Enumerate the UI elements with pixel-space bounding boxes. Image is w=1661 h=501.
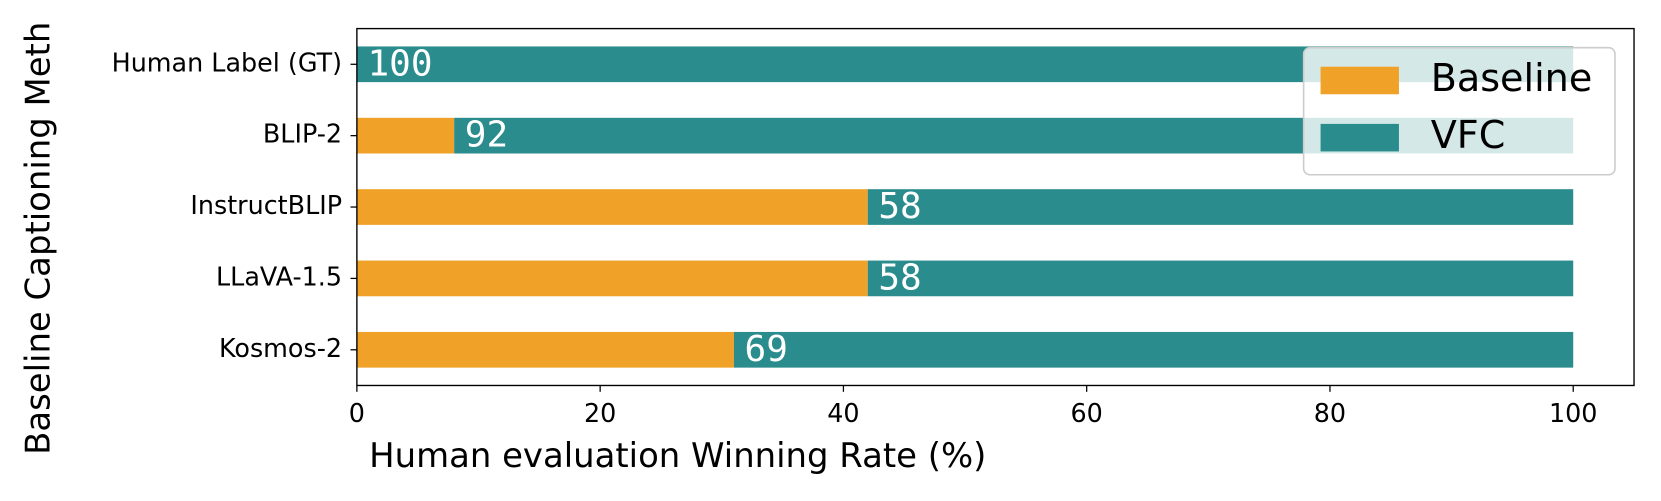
bar-segment <box>356 117 455 154</box>
data-label: 69 <box>745 329 788 370</box>
x-tick-label: 60 <box>1071 398 1103 428</box>
legend-label: Baseline <box>1431 56 1593 100</box>
y-tick-label: Human Label (GT) <box>112 47 342 77</box>
y-tick-label: LLaVA-1.5 <box>216 261 342 291</box>
x-tick-label: 0 <box>349 398 365 428</box>
data-label: 58 <box>878 257 921 298</box>
plot-root: Human evaluation Winning Rate (%) Baseli… <box>19 22 1635 475</box>
plot-frame <box>356 27 1635 387</box>
x-axis-label: Human evaluation Winning Rate (%) <box>369 436 986 475</box>
bar-segment <box>867 260 1574 297</box>
data-label: 58 <box>878 186 921 227</box>
x-tick-label: 80 <box>1314 398 1346 428</box>
legend-swatch <box>1320 66 1399 95</box>
data-label: 100 <box>367 43 432 84</box>
y-tick-label: InstructBLIP <box>190 190 342 220</box>
bar-segment <box>733 331 1574 368</box>
y-tick-label: Kosmos-2 <box>219 333 342 363</box>
bar-segment <box>356 189 868 225</box>
legend-label: VFC <box>1431 113 1506 157</box>
legend-swatch <box>1320 123 1399 152</box>
bar-segment <box>867 189 1574 225</box>
x-tick-label: 100 <box>1549 398 1598 428</box>
y-axis-label: Baseline Captioning Meth <box>19 22 58 455</box>
x-tick-label: 40 <box>827 398 859 428</box>
y-tick-label: BLIP-2 <box>263 119 342 149</box>
x-tick-label: 20 <box>584 398 616 428</box>
bar-segment <box>356 260 868 297</box>
data-label: 92 <box>465 115 508 156</box>
bar-segment <box>356 331 734 368</box>
